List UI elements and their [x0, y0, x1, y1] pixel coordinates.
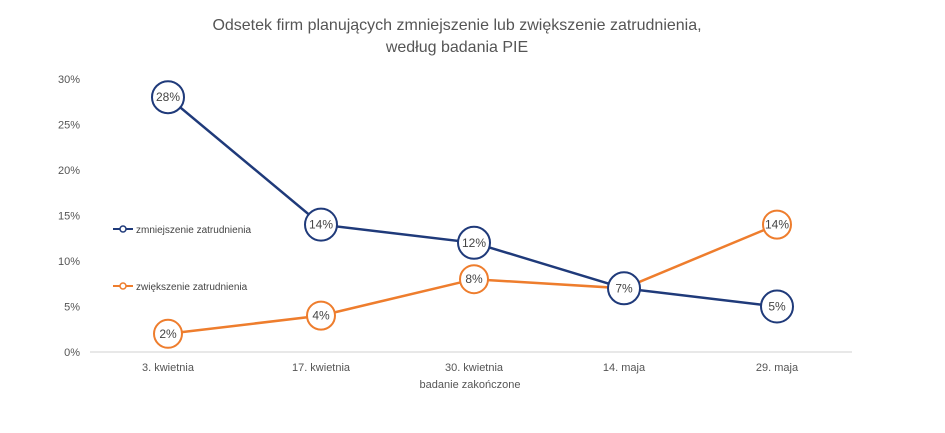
y-tick-label: 10%	[58, 256, 80, 268]
x-axis-ticks: 3. kwietnia 17. kwietnia 30. kwietnia 14. m…	[142, 362, 799, 374]
data-label: 4%	[312, 309, 330, 323]
data-label: 2%	[159, 327, 177, 341]
y-tick-label: 30%	[58, 74, 80, 86]
x-tick-label: 14. maja	[603, 362, 646, 374]
y-tick-label: 25%	[58, 120, 80, 132]
y-tick-label: 5%	[64, 302, 80, 314]
x-tick-label: 3. kwietnia	[142, 362, 195, 374]
data-label: 8%	[465, 272, 483, 286]
data-point	[607, 271, 641, 306]
chart-title-line-2: według badania PIE	[385, 39, 528, 56]
x-tick-label: 17. kwietnia	[292, 362, 351, 374]
y-tick-label: 20%	[58, 165, 80, 177]
legend-marker-zmniejszenie	[119, 225, 127, 233]
data-point	[153, 318, 183, 349]
legend: zmniejszenie zatrudnienia zwiększenie za…	[113, 225, 252, 293]
series-0: 28% 14% 12% 7% 5%	[151, 80, 794, 324]
legend-label-zwiekszenie: zwiększenie zatrudnienia	[136, 282, 248, 293]
legend-label-zmniejszenie: zmniejszenie zatrudnienia	[136, 225, 252, 236]
legend-item-zwiekszenie: zwiększenie zatrudnienia	[113, 282, 248, 293]
series-layer: 2% 4% 8% 7% 14%28% 14% 12% 7% 5%	[151, 80, 794, 349]
data-label: 28%	[156, 90, 180, 104]
data-point	[760, 289, 794, 324]
y-tick-label: 15%	[58, 211, 80, 223]
data-label: 14%	[765, 218, 789, 232]
data-label: 7%	[615, 281, 633, 295]
data-point	[459, 264, 489, 295]
y-tick-label: 0%	[64, 347, 80, 359]
chart-title-line-1: Odsetek firm planujących zmniejszenie lu…	[212, 17, 701, 34]
x-tick-label: 29. maja	[756, 362, 799, 374]
legend-marker-zwiekszenie	[119, 282, 127, 290]
data-point	[306, 300, 336, 331]
y-axis-ticks: 0% 5% 10% 15% 20% 25% 30%	[58, 74, 80, 359]
data-point	[304, 207, 338, 242]
data-label: 5%	[768, 300, 786, 314]
data-point	[457, 225, 491, 260]
data-point	[151, 80, 185, 115]
data-point	[762, 209, 792, 240]
data-label: 12%	[462, 236, 486, 250]
x-axis-label: badanie zakończone	[420, 379, 521, 391]
x-tick-label: 30. kwietnia	[445, 362, 504, 374]
data-label: 14%	[309, 218, 333, 232]
legend-item-zmniejszenie: zmniejszenie zatrudnienia	[113, 225, 252, 236]
